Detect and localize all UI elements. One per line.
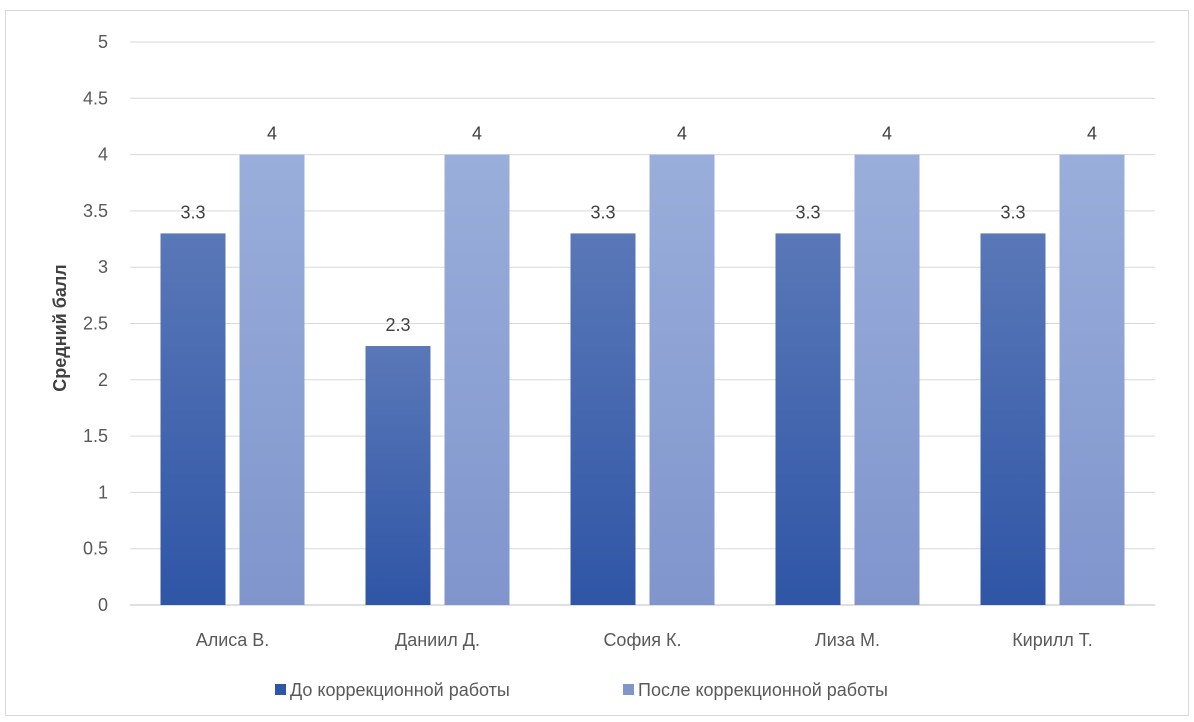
legend-swatch	[623, 684, 634, 695]
data-label: 4	[1087, 124, 1097, 144]
y-tick-label: 3	[98, 257, 108, 277]
data-label: 3.3	[795, 202, 820, 222]
y-axis-ticks: 0 0.5 1 1.5 2 2.5 3 3.5 4 4.5 5	[83, 32, 108, 615]
y-tick-label: 5	[98, 32, 108, 52]
y-tick-label: 3.5	[83, 201, 108, 221]
data-label: 3.3	[180, 202, 205, 222]
bar	[160, 233, 226, 606]
y-tick-label: 0	[98, 595, 108, 615]
legend-label: После коррекционной работы	[638, 680, 888, 700]
data-labels: 3.3 4 2.3 4 3.3 4 3.3 4 3.3 4	[180, 124, 1097, 335]
legend: До коррекционной работы После коррекционн…	[275, 680, 888, 700]
x-tick-label: Лиза М.	[815, 630, 880, 650]
y-tick-label: 4	[98, 145, 108, 165]
data-label: 3.3	[1000, 202, 1025, 222]
legend-label: До коррекционной работы	[290, 680, 510, 700]
bar	[365, 346, 431, 605]
bar	[1059, 154, 1125, 605]
data-label: 4	[882, 124, 892, 144]
bar	[854, 154, 920, 605]
data-label: 4	[267, 124, 277, 144]
data-label: 4	[677, 124, 687, 144]
y-tick-label: 2.5	[83, 314, 108, 334]
bar	[980, 233, 1046, 606]
y-axis-title: Средний балл	[50, 264, 70, 391]
bar	[775, 233, 841, 606]
data-label: 2.3	[385, 315, 410, 335]
x-tick-label: Кирилл Т.	[1012, 630, 1093, 650]
bar	[649, 154, 715, 605]
x-tick-label: Даниил Д.	[395, 630, 480, 650]
y-tick-label: 4.5	[83, 88, 108, 108]
y-tick-label: 1.5	[83, 426, 108, 446]
bar	[570, 233, 636, 606]
data-label: 4	[472, 124, 482, 144]
legend-swatch	[275, 684, 286, 695]
bar	[239, 154, 305, 605]
y-tick-label: 0.5	[83, 539, 108, 559]
x-axis-ticks: Алиса В. Даниил Д. София К. Лиза М. Кирилл Т…	[196, 630, 1093, 650]
bar	[444, 154, 510, 605]
bars	[160, 154, 1125, 606]
y-tick-label: 2	[98, 370, 108, 390]
x-tick-label: София К.	[603, 630, 681, 650]
data-label: 3.3	[590, 202, 615, 222]
y-tick-label: 1	[98, 482, 108, 502]
x-tick-label: Алиса В.	[196, 630, 270, 650]
